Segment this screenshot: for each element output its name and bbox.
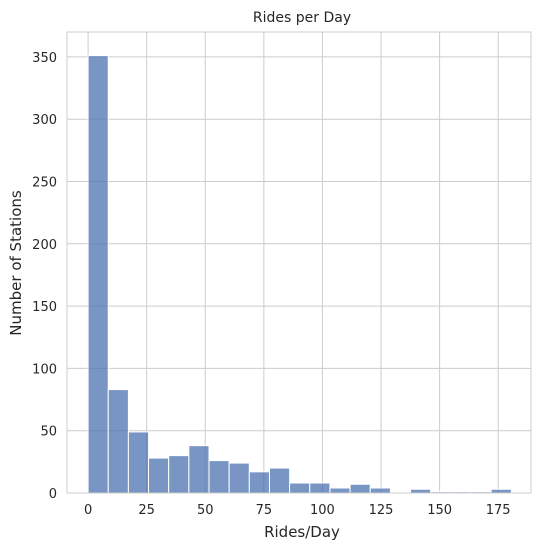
grid-lines: [67, 32, 531, 494]
y-tick-label: 300: [32, 113, 57, 128]
histogram-bar: [289, 482, 311, 494]
y-tick-label: 50: [40, 425, 57, 440]
histogram-bar: [107, 389, 129, 494]
histogram-bar: [228, 462, 250, 494]
histogram-bar: [148, 457, 170, 494]
histogram-bar: [490, 488, 512, 494]
histogram-bar: [309, 482, 331, 494]
x-tick-label: 0: [84, 503, 92, 518]
y-tick-label: 150: [32, 300, 57, 315]
histogram-bar: [87, 55, 109, 494]
y-tick-label: 100: [32, 362, 57, 377]
histogram-bar: [329, 487, 351, 494]
x-tick-label: 150: [427, 503, 452, 518]
x-tick-label: 100: [310, 503, 335, 518]
histogram-bar: [168, 455, 190, 494]
bars: [87, 55, 512, 494]
chart-title: Rides per Day: [253, 10, 351, 26]
y-axis-title: Number of Stations: [7, 190, 25, 336]
histogram-bar: [369, 487, 391, 494]
x-tick-label: 50: [197, 503, 214, 518]
y-tick-label: 350: [32, 51, 57, 66]
histogram-bar: [127, 431, 150, 494]
plot-frame: [66, 31, 532, 494]
y-tick-label: 0: [49, 487, 57, 502]
x-tick-labels: 0 25 50 75 100 125 150 175: [84, 503, 511, 518]
histogram-bar: [248, 471, 270, 494]
histogram-bar: [208, 460, 230, 494]
histogram-bar: [410, 488, 432, 494]
y-tick-label: 200: [32, 238, 57, 253]
x-tick-label: 175: [486, 503, 511, 518]
y-tick-label: 250: [32, 176, 57, 191]
y-tick-labels: 0 50 100 150 200 250 300 350: [32, 51, 57, 502]
histogram-bar: [268, 467, 291, 494]
x-tick-label: 125: [369, 503, 394, 518]
histogram-bar: [188, 445, 210, 494]
x-tick-label: 75: [256, 503, 273, 518]
histogram-bar: [349, 483, 371, 494]
x-tick-label: 25: [138, 503, 155, 518]
x-axis-title: Rides/Day: [264, 523, 340, 541]
